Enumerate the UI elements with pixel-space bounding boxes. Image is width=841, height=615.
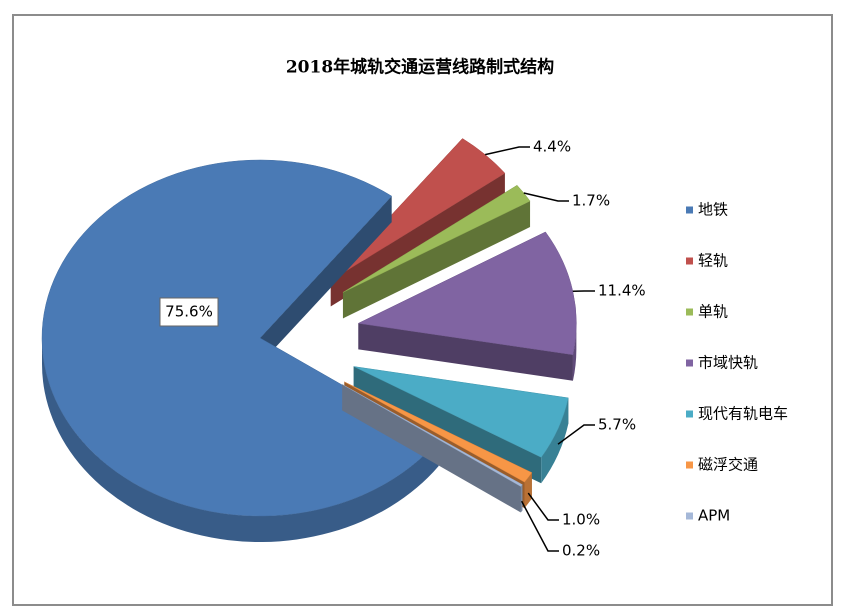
slice-wall <box>572 323 577 381</box>
legend-label: 磁浮交通 <box>698 456 758 474</box>
data-label: 0.2% <box>562 542 600 560</box>
leader-line <box>557 424 595 445</box>
slice <box>357 231 577 356</box>
legend-swatch <box>686 308 693 316</box>
leader-line <box>523 192 569 202</box>
slice-wall <box>41 338 439 543</box>
legend-swatch <box>686 206 693 214</box>
slice <box>41 159 439 517</box>
data-label-box <box>159 297 219 327</box>
data-label: 75.6% <box>165 303 213 321</box>
legend-label: 轻轨 <box>698 252 728 270</box>
slice-side <box>342 384 521 513</box>
legend-label: 单轨 <box>698 303 728 321</box>
slice-side <box>260 196 392 364</box>
legend-swatch <box>686 512 693 520</box>
slice-side <box>358 323 573 381</box>
leader-line <box>527 492 559 521</box>
legend-label: APM <box>698 507 730 525</box>
legend-swatch <box>686 359 693 367</box>
slice <box>342 184 531 293</box>
slice <box>353 366 569 458</box>
slice <box>344 381 533 483</box>
legend-swatch <box>686 257 693 265</box>
data-label: 11.4% <box>598 282 646 300</box>
slice-side <box>342 201 531 319</box>
legend-swatch <box>686 461 693 469</box>
leader-line <box>485 146 530 156</box>
slice-side <box>353 366 542 484</box>
slice-wall <box>541 397 569 484</box>
slice <box>330 138 506 281</box>
legend-swatch <box>686 410 693 418</box>
legend-label: 地铁 <box>698 201 728 219</box>
slice-wall <box>524 472 532 509</box>
slice <box>342 384 523 487</box>
chart-title: 2018年城轨交通运营线路制式结构 <box>286 57 554 78</box>
legend-label: 现代有轨电车 <box>698 405 788 423</box>
legend-label: 市域快轨 <box>698 354 758 372</box>
data-label: 1.7% <box>572 192 610 210</box>
slice-wall <box>520 484 523 513</box>
data-label: 4.4% <box>533 138 571 156</box>
data-label: 1.0% <box>562 511 600 529</box>
data-label: 5.7% <box>598 416 636 434</box>
leader-line <box>520 500 559 552</box>
